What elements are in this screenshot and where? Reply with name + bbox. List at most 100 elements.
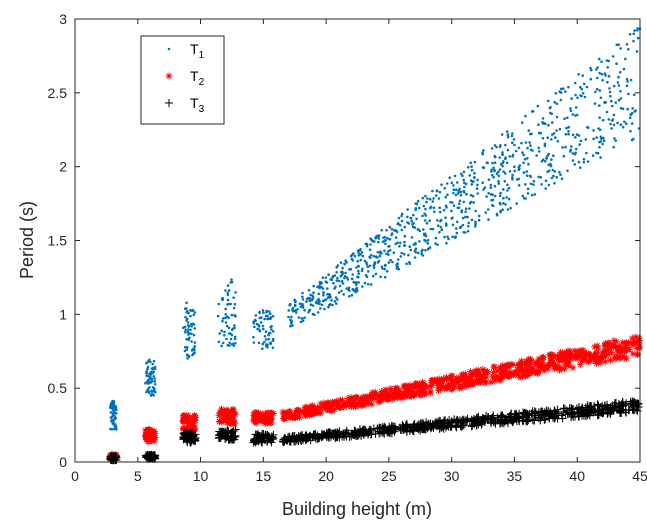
data-point-t1 xyxy=(300,304,304,308)
data-point-t2 xyxy=(632,333,640,341)
data-point-t1 xyxy=(333,299,337,303)
data-point-t1 xyxy=(223,334,226,337)
data-point-t3 xyxy=(477,416,486,425)
data-point-t2 xyxy=(144,437,152,445)
data-point-t1 xyxy=(513,169,517,173)
data-point-t1 xyxy=(506,183,509,187)
data-point-t1 xyxy=(372,266,376,270)
data-point-t3 xyxy=(259,434,268,443)
data-point-t1 xyxy=(366,265,370,269)
data-point-t1 xyxy=(312,284,316,288)
data-point-t2 xyxy=(573,355,581,363)
data-point-t2 xyxy=(605,345,613,353)
data-point-t3 xyxy=(491,419,500,428)
data-point-t1 xyxy=(526,192,530,195)
data-point-t1 xyxy=(537,146,540,150)
data-point-t1 xyxy=(454,235,458,238)
data-point-t1 xyxy=(226,293,230,297)
data-point-t1 xyxy=(615,62,618,65)
data-point-t1 xyxy=(601,78,604,82)
data-point-t2 xyxy=(317,409,325,417)
data-point-t3 xyxy=(439,424,448,433)
data-point-t1 xyxy=(351,259,355,262)
data-point-t1 xyxy=(467,221,471,225)
data-point-t3 xyxy=(357,428,366,437)
data-point-t1 xyxy=(398,245,401,248)
data-point-t1 xyxy=(422,228,425,231)
data-point-t2 xyxy=(415,390,423,398)
data-point-t2 xyxy=(601,352,609,360)
data-point-t2 xyxy=(223,406,231,414)
data-point-t1 xyxy=(189,328,192,332)
data-point-t3 xyxy=(288,434,297,443)
data-point-t1 xyxy=(359,258,363,262)
data-point-t1 xyxy=(317,292,321,296)
data-point-t1 xyxy=(473,225,477,228)
data-point-t1 xyxy=(563,117,566,120)
data-point-t3 xyxy=(581,411,590,420)
data-point-t1 xyxy=(436,224,440,227)
data-point-t1 xyxy=(470,218,474,222)
data-point-t2 xyxy=(595,355,602,363)
data-point-t1 xyxy=(267,337,271,341)
data-point-t1 xyxy=(261,324,265,328)
data-point-t1 xyxy=(220,329,223,333)
data-point-t1 xyxy=(319,307,322,310)
data-point-t1 xyxy=(628,116,632,119)
data-point-t2 xyxy=(317,404,325,412)
data-point-t1 xyxy=(152,375,155,378)
data-point-t1 xyxy=(388,225,392,229)
data-point-t1 xyxy=(461,223,465,227)
data-point-t1 xyxy=(524,114,527,118)
data-point-t2 xyxy=(522,372,529,380)
data-point-t1 xyxy=(268,331,271,335)
data-point-t1 xyxy=(609,94,612,98)
y-tick-label: 0 xyxy=(59,454,67,470)
data-point-t1 xyxy=(395,262,399,266)
data-point-t1 xyxy=(474,209,478,213)
data-point-t1 xyxy=(367,270,370,273)
data-point-t1 xyxy=(324,298,328,301)
data-point-t2 xyxy=(353,393,361,401)
data-point-t2 xyxy=(301,410,309,418)
data-point-t2 xyxy=(623,354,630,362)
data-point-t2 xyxy=(420,390,428,398)
data-point-t1 xyxy=(147,391,151,395)
data-point-t3 xyxy=(109,455,118,464)
data-point-t2 xyxy=(619,352,627,360)
data-point-t1 xyxy=(407,222,411,225)
data-point-t2 xyxy=(473,377,481,384)
data-point-t1 xyxy=(438,210,442,214)
data-point-t2 xyxy=(385,395,393,402)
data-point-t1 xyxy=(548,106,552,110)
data-point-t1 xyxy=(183,307,187,311)
data-point-t1 xyxy=(461,216,465,220)
data-point-t1 xyxy=(514,149,518,153)
data-point-t1 xyxy=(372,254,376,258)
data-point-t2 xyxy=(616,347,624,355)
data-point-t1 xyxy=(186,330,190,334)
data-point-t1 xyxy=(443,187,447,190)
data-point-t1 xyxy=(538,150,541,153)
data-point-t1 xyxy=(333,287,336,290)
data-point-t1 xyxy=(515,202,518,205)
data-point-t2 xyxy=(515,367,523,375)
data-point-t1 xyxy=(532,180,536,183)
data-point-t1 xyxy=(613,137,616,140)
data-point-t1 xyxy=(320,303,324,307)
data-point-t1 xyxy=(560,177,564,180)
data-point-t1 xyxy=(230,280,234,284)
data-point-t1 xyxy=(324,276,328,279)
data-point-t3 xyxy=(603,400,612,409)
data-point-t1 xyxy=(571,159,575,162)
data-point-t1 xyxy=(455,231,459,235)
data-point-t1 xyxy=(389,258,392,262)
data-point-t1 xyxy=(380,228,384,232)
data-point-t2 xyxy=(190,421,198,429)
data-point-t1 xyxy=(335,279,339,282)
data-point-t1 xyxy=(624,57,627,61)
data-point-t1 xyxy=(492,166,496,170)
data-point-t2 xyxy=(285,408,293,416)
data-point-t1 xyxy=(452,191,455,195)
data-point-t1 xyxy=(525,170,528,173)
